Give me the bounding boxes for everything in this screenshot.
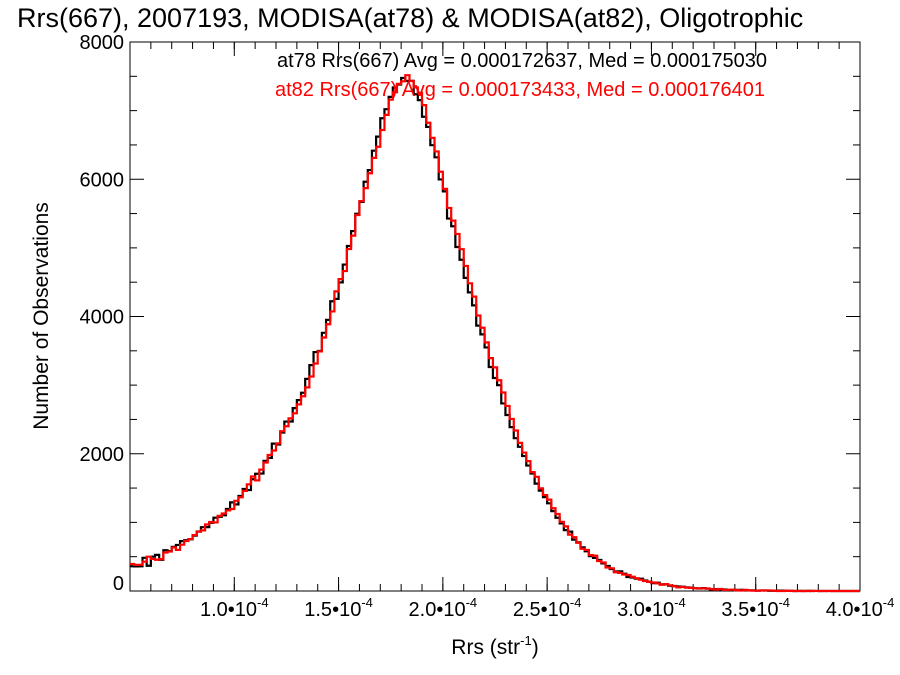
x-tick-times: •10	[854, 599, 883, 621]
x-axis-label-text: Rrs (str	[451, 636, 520, 659]
histogram-series-at82	[130, 74, 860, 593]
x-tick-times: •10	[749, 599, 778, 621]
x-tick-mantissa: 4.0	[826, 599, 854, 621]
x-tick-mantissa: 2.5	[513, 599, 541, 621]
y-tick-label: 8000	[80, 32, 125, 54]
x-tick-mantissa: 3.5	[721, 599, 749, 621]
x-tick-exponent: -4	[778, 595, 790, 610]
x-tick-label: 2.0•10-4	[409, 595, 478, 621]
x-tick-mantissa: 1.0	[200, 599, 228, 621]
x-tick-exponent: -4	[570, 595, 582, 610]
x-tick-label: 1.0•10-4	[200, 595, 269, 621]
x-tick-exponent: -4	[361, 595, 373, 610]
x-tick-times: •10	[332, 599, 361, 621]
y-axis: 0 2000 4000 6000 8000	[80, 32, 860, 595]
x-tick-exponent: -4	[257, 595, 269, 610]
x-tick-exponent: -4	[883, 595, 895, 610]
x-tick-times: •10	[436, 599, 465, 621]
y-axis-label: Number of Observations	[30, 202, 53, 430]
x-tick-mantissa: 3.0	[617, 599, 645, 621]
x-tick-exponent: -4	[466, 595, 478, 610]
y-tick-label: 0	[113, 573, 124, 595]
x-tick-label: 2.5•10-4	[513, 595, 582, 621]
y-tick-label: 4000	[80, 307, 125, 329]
x-axis-label: Rrs (str-1)	[451, 633, 538, 659]
x-tick-times: •10	[228, 599, 257, 621]
series-annotation-at78: at78 Rrs(667) Avg = 0.000172637, Med = 0…	[277, 50, 767, 72]
x-tick-times: •10	[645, 599, 674, 621]
plot-frame	[129, 41, 861, 592]
x-tick-label: 3.5•10-4	[721, 595, 790, 621]
x-tick-label: 4.0•10-4	[826, 595, 895, 621]
chart-title: Rrs(667), 2007193, MODISA(at78) & MODISA…	[17, 3, 803, 33]
series-layer	[130, 74, 860, 593]
histogram-series-at78	[130, 76, 860, 593]
x-tick-label: 3.0•10-4	[617, 595, 686, 621]
x-tick-label: 1.5•10-4	[304, 595, 373, 621]
x-tick-mantissa: 2.0	[409, 599, 437, 621]
x-axis: 1.0•10-4 1.5•10-4 2.0•10-4 2.5•10-4 3.0•10-4…	[150, 42, 895, 621]
x-tick-exponent: -4	[674, 595, 686, 610]
x-axis-label-sup: -1	[520, 633, 532, 648]
x-axis-label-close: )	[532, 636, 539, 659]
x-tick-times: •10	[541, 599, 570, 621]
y-tick-label: 6000	[80, 169, 125, 191]
y-tick-label: 2000	[80, 444, 125, 466]
x-tick-mantissa: 1.5	[304, 599, 332, 621]
series-annotation-at82: at82 Rrs(667) Avg = 0.000173433, Med = 0…	[275, 79, 765, 101]
